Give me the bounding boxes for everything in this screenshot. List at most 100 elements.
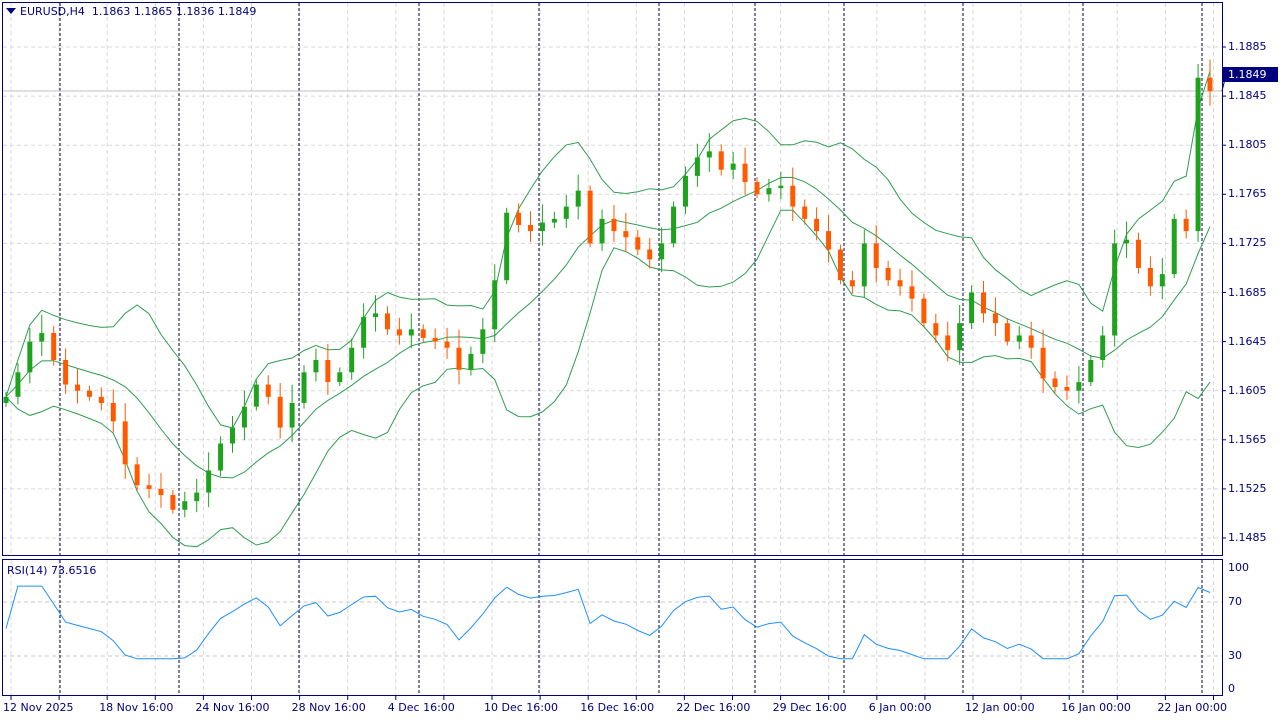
candle-body bbox=[635, 237, 641, 250]
time-label: 16 Dec 16:00 bbox=[580, 701, 655, 714]
candle-body bbox=[15, 372, 21, 397]
candle-body bbox=[528, 224, 534, 232]
candle-body bbox=[313, 360, 319, 373]
candle-body bbox=[1004, 323, 1010, 342]
price-label: 1.1805 bbox=[1228, 138, 1267, 152]
time-label: 10 Dec 16:00 bbox=[484, 701, 558, 714]
time-label: 12 Jan 00:00 bbox=[965, 701, 1035, 714]
candle-body bbox=[516, 212, 522, 225]
candle-body bbox=[492, 280, 498, 330]
bollinger-lower bbox=[5, 209, 1211, 548]
price-label: 1.1685 bbox=[1228, 285, 1267, 299]
candle-body bbox=[1207, 77, 1213, 92]
price-label: 1.1605 bbox=[1228, 383, 1267, 397]
symbol-label: EURUSD,H4 bbox=[20, 5, 85, 18]
candle-body bbox=[1028, 335, 1034, 348]
candle-body bbox=[802, 206, 808, 219]
price-label: 1.1565 bbox=[1228, 432, 1267, 446]
candle-body bbox=[861, 243, 867, 287]
price-label: 1.1765 bbox=[1228, 187, 1267, 201]
candle-body bbox=[957, 323, 963, 351]
bollinger-upper bbox=[5, 70, 1211, 429]
candle-body bbox=[384, 313, 390, 330]
candle-body bbox=[122, 421, 128, 465]
candle-body bbox=[325, 360, 331, 383]
candle-body bbox=[849, 280, 855, 287]
candle-body bbox=[778, 185, 784, 189]
candle-body bbox=[599, 218, 605, 244]
candle-body bbox=[1147, 267, 1153, 287]
candle-body bbox=[981, 292, 987, 314]
candle-body bbox=[933, 323, 939, 336]
candle-body bbox=[909, 286, 915, 299]
candle-body bbox=[75, 384, 81, 391]
time-label: 6 Jan 00:00 bbox=[868, 701, 932, 714]
candle-body bbox=[444, 341, 450, 348]
time-label: 22 Jan 00:00 bbox=[1157, 701, 1228, 714]
candle-body bbox=[373, 313, 379, 318]
candle-body bbox=[766, 188, 772, 195]
candle-body bbox=[897, 280, 903, 287]
candle-body bbox=[134, 464, 140, 486]
candle-body bbox=[647, 249, 653, 260]
candle-body bbox=[742, 163, 748, 183]
candle-body bbox=[504, 212, 510, 281]
candle-body bbox=[1195, 77, 1201, 232]
chart-header: EURUSD,H4 1.1863 1.1865 1.1836 1.1849 bbox=[6, 5, 256, 18]
candle-body bbox=[814, 218, 820, 232]
candle-body bbox=[277, 396, 283, 428]
rsi-level-label: 70 bbox=[1228, 595, 1242, 608]
candle-body bbox=[468, 353, 474, 370]
rsi-level-label: 30 bbox=[1228, 649, 1242, 662]
triangle-down-icon[interactable] bbox=[6, 8, 16, 14]
candle-body bbox=[659, 243, 665, 260]
candle-body bbox=[63, 360, 69, 385]
candle-body bbox=[1076, 382, 1082, 391]
candle-body bbox=[623, 231, 629, 238]
candle-body bbox=[837, 249, 843, 281]
candle-body bbox=[158, 488, 164, 496]
price-label: 1.1645 bbox=[1228, 334, 1267, 348]
time-label: 29 Dec 16:00 bbox=[772, 701, 847, 714]
candle-body bbox=[730, 163, 736, 170]
close-value: 1.1849 bbox=[217, 5, 257, 18]
candle-body bbox=[253, 384, 259, 407]
candle-body bbox=[265, 384, 271, 397]
candle-body bbox=[682, 175, 688, 207]
candle-body bbox=[1112, 243, 1118, 336]
price-label: 1.1725 bbox=[1228, 236, 1267, 250]
time-label: 16 Jan 00:00 bbox=[1061, 701, 1131, 714]
bollinger-middle bbox=[5, 177, 1211, 479]
candle-body bbox=[229, 427, 235, 444]
candle-body bbox=[98, 396, 104, 403]
candle-body bbox=[1088, 360, 1094, 383]
candle-body bbox=[396, 329, 402, 336]
candle-body bbox=[563, 206, 569, 219]
time-label: 12 Nov 2025 bbox=[3, 701, 74, 714]
low-value: 1.1836 bbox=[175, 5, 215, 18]
candle-body bbox=[1100, 335, 1106, 361]
candle-body bbox=[301, 372, 307, 403]
rsi-panel-frame bbox=[2, 559, 1223, 696]
candle-body bbox=[349, 347, 355, 373]
candle-body bbox=[51, 333, 57, 361]
candle-body bbox=[945, 335, 951, 351]
candle-body bbox=[575, 190, 581, 207]
candle-body bbox=[671, 206, 677, 244]
rsi-level-label: 0 bbox=[1228, 682, 1235, 695]
candle-body bbox=[1159, 274, 1165, 287]
time-label: 28 Nov 16:00 bbox=[291, 701, 366, 714]
candle-body bbox=[289, 402, 295, 428]
candle-body bbox=[790, 185, 796, 207]
price-label: 1.1885 bbox=[1228, 40, 1267, 53]
rsi-level-label: 100 bbox=[1228, 561, 1249, 574]
candle-body bbox=[826, 231, 832, 250]
candle-body bbox=[456, 347, 462, 370]
price-panel-frame bbox=[2, 2, 1223, 556]
candle-body bbox=[718, 151, 724, 170]
candle-body bbox=[432, 337, 438, 342]
candle-body bbox=[86, 390, 92, 397]
candle-body bbox=[420, 329, 426, 338]
rsi-title: RSI(14) 73.6516 bbox=[7, 564, 97, 577]
